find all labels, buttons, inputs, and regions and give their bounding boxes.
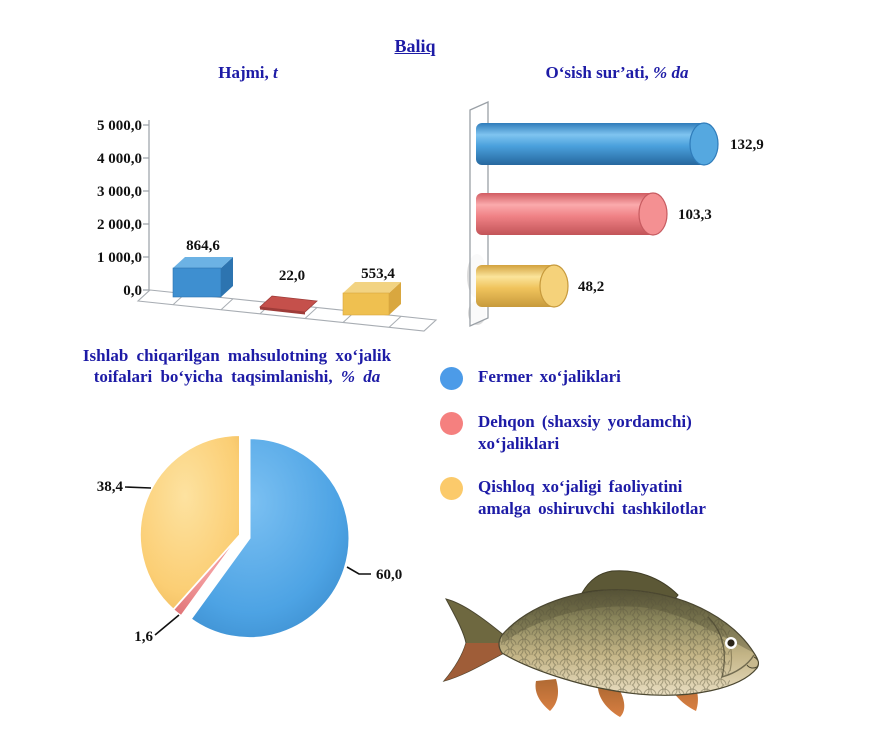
legend-swatch-yellow xyxy=(440,477,463,500)
legend-item-dehqon: Dehqon (shaxsiy yordamchi) xo‘jaliklari xyxy=(440,411,840,455)
y-axis xyxy=(143,120,150,291)
page-title-text: Baliq xyxy=(394,36,436,56)
legend-label-tashkilot: Qishloq xo‘jaligi faoliyatini amalga osh… xyxy=(478,477,706,518)
fish-tail-fin xyxy=(442,598,509,682)
y-tick-1000: 1 000,0 xyxy=(97,250,142,266)
page-title: Baliq xyxy=(335,36,495,57)
bar-tashkilot xyxy=(342,282,401,316)
volume-bar-chart: 5 000,0 4 000,0 3 000,0 2 000,0 1 000,0 … xyxy=(97,118,438,332)
legend-label-dehqon: Dehqon (shaxsiy yordamchi) xo‘jaliklari xyxy=(478,412,692,453)
distribution-pie-chart: 60,0 1,6 38,4 xyxy=(97,433,402,645)
pie-slice-dehqon xyxy=(172,534,241,618)
bar-dehqon xyxy=(259,295,318,315)
y-tick-3000: 3 000,0 xyxy=(97,184,142,200)
pie-title-line2: toifalari bo‘yicha taqsimlanishi, xyxy=(93,367,333,386)
y-tick-4000: 4 000,0 xyxy=(97,151,142,167)
growth-label-fermer: 132,9 xyxy=(730,137,764,153)
legend-swatch-blue xyxy=(440,367,463,390)
value-label-dehqon: 22,0 xyxy=(279,268,305,284)
legend-item-fermer: Fermer xo‘jaliklari xyxy=(440,366,840,390)
pie-label-dehqon: 1,6 xyxy=(134,629,153,645)
pie-title-line1: Ishlab chiqarilgan mahsulotning xo‘jalik xyxy=(82,346,392,365)
y-tick-0: 0,0 xyxy=(123,283,142,299)
legend-item-tashkilot: Qishloq xo‘jaligi faoliyatini amalga osh… xyxy=(440,476,840,520)
y-tick-5000: 5 000,0 xyxy=(97,118,142,134)
fish-head xyxy=(707,616,759,678)
legend-label-fermer: Fermer xo‘jaliklari xyxy=(478,367,621,386)
pie-slice-tashkilot xyxy=(138,433,241,612)
legend-swatch-red xyxy=(440,412,463,435)
growth-label-dehqon: 103,3 xyxy=(678,207,712,223)
growth-bar-chart: 132,9 103,3 48,2 xyxy=(467,100,764,328)
volume-title-text: Hajmi, xyxy=(218,63,269,82)
pie-chart-title: Ishlab chiqarilgan mahsulotning xo‘jalik… xyxy=(55,345,419,387)
fish-body xyxy=(498,589,760,696)
growth-title-text: O‘sish sur’ati, xyxy=(545,63,649,82)
y-tick-2000: 2 000,0 xyxy=(97,217,142,233)
pie-slice-fermer xyxy=(189,437,351,640)
fish-mouth xyxy=(746,656,759,669)
bar-fermer xyxy=(172,257,233,298)
fish-image xyxy=(442,570,760,717)
value-label-tashkilot: 553,4 xyxy=(361,266,395,282)
pie-label-tashkilot: 38,4 xyxy=(97,479,124,495)
cylinder-tashkilot xyxy=(476,264,569,308)
legend: Fermer xo‘jaliklari Dehqon (shaxsiy yord… xyxy=(440,366,840,541)
value-label-fermer: 864,6 xyxy=(186,238,220,254)
cylinder-dehqon xyxy=(476,192,668,236)
pie-label-fermer: 60,0 xyxy=(376,567,402,583)
growth-label-tashkilot: 48,2 xyxy=(578,279,604,295)
growth-title-unit: % da xyxy=(653,63,689,82)
volume-chart-title: Hajmi, t xyxy=(128,63,368,83)
pie-leader-lines xyxy=(124,486,371,636)
cylinder-fermer xyxy=(476,122,719,166)
volume-title-unit: t xyxy=(273,63,278,82)
pie-title-unit: % da xyxy=(340,367,381,386)
growth-chart-title: O‘sish sur’ati, % da xyxy=(477,63,757,83)
